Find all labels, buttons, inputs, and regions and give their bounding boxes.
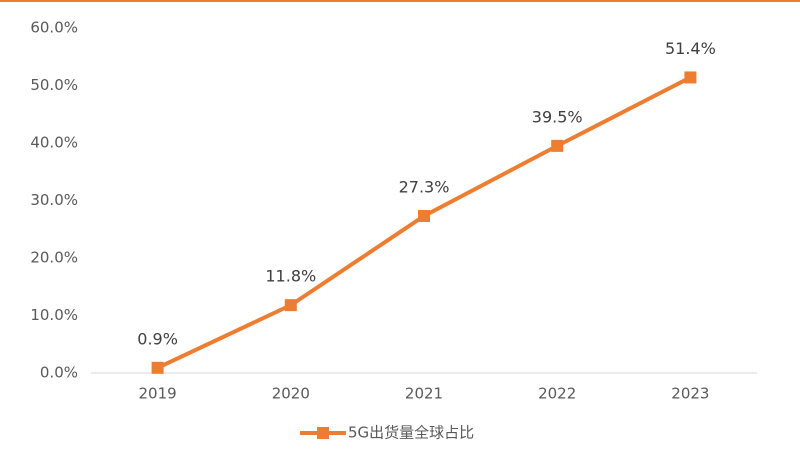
y-tick-label: 40.0% bbox=[30, 134, 78, 152]
x-tick-label: 2021 bbox=[405, 385, 443, 403]
legend-label: 5G出货量全球占比 bbox=[348, 424, 474, 442]
data-label: 51.4% bbox=[665, 39, 716, 58]
marker bbox=[284, 299, 297, 312]
marker bbox=[684, 71, 697, 84]
x-tick-label: 2019 bbox=[139, 385, 177, 403]
marker bbox=[418, 210, 430, 223]
y-tick-label: 10.0% bbox=[30, 306, 78, 324]
y-tick-label: 0.0% bbox=[40, 364, 78, 382]
y-tick-label: 60.0% bbox=[30, 19, 78, 37]
data-label: 11.8% bbox=[265, 267, 316, 286]
data-label: 27.3% bbox=[399, 178, 450, 197]
y-tick-label: 30.0% bbox=[30, 191, 78, 209]
legend-marker bbox=[317, 427, 329, 439]
marker bbox=[151, 361, 164, 374]
x-tick-label: 2023 bbox=[671, 385, 709, 403]
x-tick-label: 2020 bbox=[272, 385, 310, 403]
data-label: 0.9% bbox=[137, 329, 178, 348]
y-tick-label: 50.0% bbox=[30, 76, 78, 94]
y-tick-label: 20.0% bbox=[30, 249, 78, 267]
x-tick-label: 2022 bbox=[538, 385, 576, 403]
data-label: 39.5% bbox=[532, 107, 583, 126]
marker bbox=[551, 139, 564, 152]
series-line bbox=[156, 75, 692, 370]
